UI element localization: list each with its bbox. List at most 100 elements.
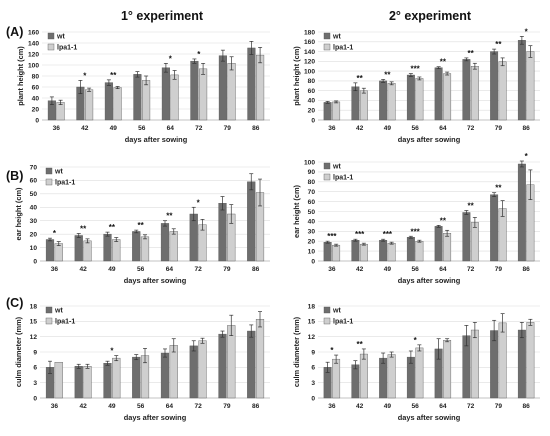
y-tick-label: 12 [30,334,38,341]
y-tick-label: 80 [308,78,316,85]
bar-wt [490,51,499,121]
x-tick-label: 56 [138,125,146,132]
bar-wt [406,237,415,262]
bar-lpa1-1 [198,340,207,399]
x-tick-label: 64 [439,125,447,132]
bar-wt [132,356,141,399]
bar-lpa1-1 [359,243,368,262]
significance-marker: *** [410,227,420,236]
bar-lpa1-1 [415,347,424,399]
y-tick-label: 70 [30,164,38,171]
bar-lpa1-1 [140,236,150,262]
bar-lpa1-1 [498,322,507,399]
significance-marker: ** [138,221,145,230]
x-tick-label: 42 [356,125,364,132]
significance-marker: ** [440,216,447,225]
significance-marker: ** [357,340,364,349]
x-tick-label: 36 [51,266,59,273]
y-tick-label: 3 [33,380,37,387]
x-tick-label: 72 [467,403,475,410]
legend-swatch-lpa1-1 [323,43,331,51]
bar-lpa1-1 [56,102,65,121]
x-tick-label: 86 [252,403,260,410]
x-tick-label: 72 [194,403,202,410]
x-tick-label: 72 [194,266,202,273]
y-tick-label: 160 [304,39,315,46]
y-tick-label: 70 [308,189,316,196]
y-tick-label: 180 [304,29,315,36]
y-tick-label: 40 [308,98,316,105]
y-tick-label: 140 [28,40,39,47]
bar-wt [218,203,227,262]
x-tick-label: 36 [53,125,61,132]
x-tick-label: 56 [137,403,145,410]
legend-swatch-wt [45,167,53,175]
y-axis-title: culm diameter (mm) [292,316,301,387]
y-tick-label: 30 [30,218,38,225]
significance-marker: * [83,71,87,80]
significance-marker: * [525,152,529,161]
x-tick-label: 36 [328,125,336,132]
column-title-2: 2° experiment [389,9,472,23]
y-tick-label: 60 [30,178,38,185]
legend-swatch-lpa1-1 [323,317,331,325]
x-tick-label: 36 [328,403,336,410]
significance-marker: * [197,50,201,59]
bar-wt [462,59,471,121]
y-tick-label: 160 [28,29,39,36]
legend-swatch-lpa1-1 [45,317,53,325]
bar-lpa1-1 [227,63,236,121]
y-tick-label: 3 [311,380,315,387]
significance-marker: * [197,198,201,207]
y-axis-title: ear height (cm) [14,187,23,241]
bar-lpa1-1 [255,319,265,399]
x-tick-label: 49 [384,125,392,132]
legend-label-lpa1-1: lpa1-1 [333,45,353,52]
bar-lpa1-1 [470,222,479,262]
significance-marker: ** [357,74,364,83]
y-tick-label: 40 [32,95,40,102]
significance-marker: ** [468,49,475,58]
y-tick-label: 90 [308,169,316,176]
x-tick-label: 86 [252,266,260,273]
x-tick-label: 79 [224,125,232,132]
y-tick-label: 9 [33,349,37,356]
bar-wt [434,226,443,262]
y-tick-label: 0 [33,395,37,402]
bar-lpa1-1 [54,243,63,262]
bar-lpa1-1 [415,240,424,262]
y-tick-label: 80 [32,73,40,80]
x-tick-label: 49 [108,403,116,410]
bar-wt [161,67,170,121]
bar-wt [323,102,332,121]
legend-swatch-wt [45,306,53,314]
bar-lpa1-1 [415,78,424,121]
significance-marker: ** [468,202,475,211]
legend-swatch-lpa1-1 [323,173,331,181]
x-axis-title: days after sowing [398,276,461,285]
y-axis-title: ear height (cm) [292,184,301,238]
bar-lpa1-1 [526,322,535,399]
y-tick-label: 50 [308,209,316,216]
x-axis-title: days after sowing [124,276,187,285]
y-axis-title: plant height (cm) [16,46,25,106]
y-tick-label: 0 [311,258,315,265]
x-tick-label: 42 [81,125,89,132]
bar-wt [323,241,332,262]
x-tick-label: 56 [411,403,419,410]
bar-lpa1-1 [470,329,479,399]
x-tick-label: 86 [522,125,530,132]
y-tick-label: 18 [308,303,316,310]
bar-lpa1-1 [85,89,94,121]
bar-lpa1-1 [54,362,63,399]
x-tick-label: 42 [79,266,87,273]
bar-wt [490,194,499,262]
bar-wt [247,47,256,121]
y-tick-label: 60 [32,84,40,91]
x-tick-label: 86 [522,403,530,410]
significance-marker: ** [440,58,447,67]
significance-marker: ** [110,71,117,80]
chart-panel-b2: 0 10 20 30 40 50 60 70 80 90 100 ear height (cm) day… [292,152,540,285]
